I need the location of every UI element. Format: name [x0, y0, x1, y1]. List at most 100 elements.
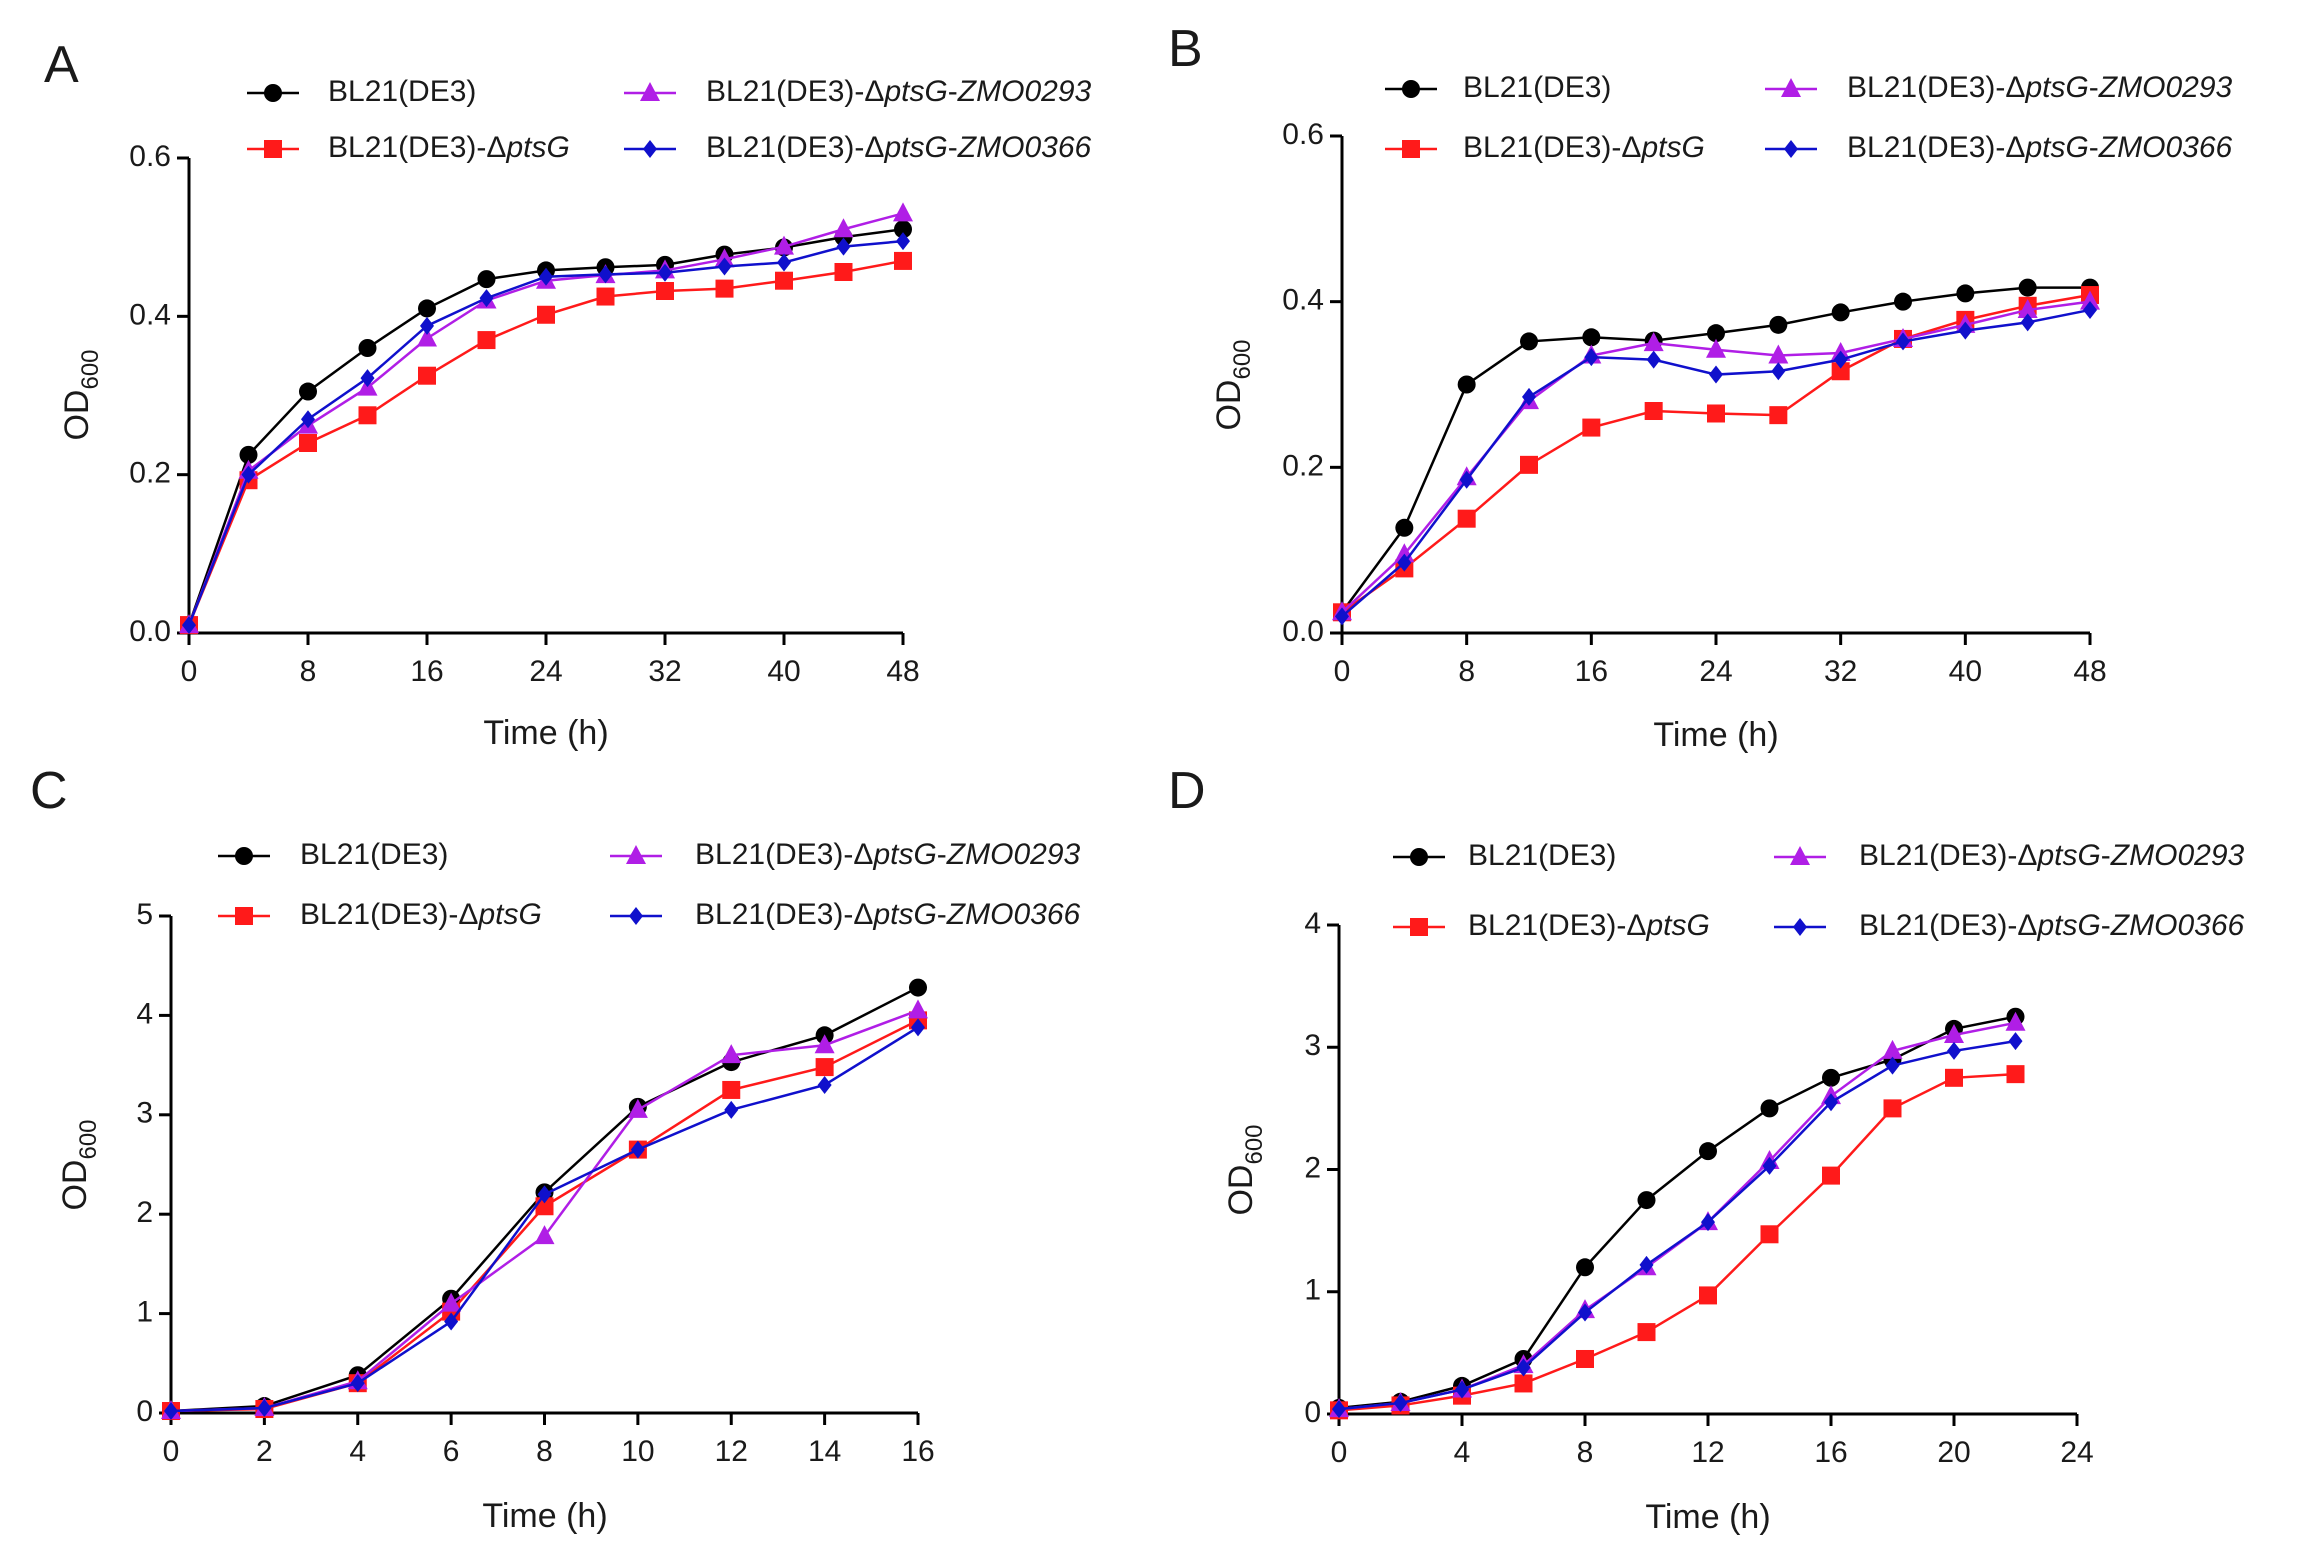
series-line [1338, 1015, 2016, 1410]
x-tick-label: 24 [2060, 1436, 2093, 1469]
legend-label: BL21(DE3) [1463, 71, 1611, 104]
data-point [2006, 1065, 2025, 1084]
legend-text-italic: ptsG [505, 131, 569, 164]
data-point [1520, 455, 1538, 474]
legend-text-italic: ptsG [2036, 839, 2100, 872]
x-tick-label: 12 [1691, 1436, 1724, 1469]
data-point [598, 265, 613, 284]
y-axis-label: OD600 [58, 349, 104, 440]
x-tick-label: 8 [1577, 1436, 1594, 1469]
x-tick-label: 48 [886, 655, 919, 688]
legend-marker [1410, 918, 1428, 936]
y-axis-label-main: OD [1222, 1165, 1260, 1216]
y-tick-label: 3 [136, 1097, 153, 1130]
data-point [1520, 332, 1538, 351]
data-point [1771, 362, 1786, 381]
data-point [1822, 1166, 1840, 1185]
data-point [1707, 404, 1725, 423]
data-point [2008, 1032, 2023, 1051]
legend-text-prefix: BL21(DE3)-Δ [695, 838, 873, 871]
y-tick-label: 0 [1304, 1396, 1321, 1429]
data-point [721, 1044, 742, 1064]
x-tick-label: 40 [767, 655, 800, 688]
y-axis-label-subscript: 600 [77, 349, 104, 389]
data-point [1582, 418, 1601, 437]
legend-text-prefix: BL21(DE3)-Δ [1859, 839, 2037, 872]
data-point [836, 237, 851, 256]
data-point [1637, 1323, 1656, 1342]
data-point [477, 331, 496, 350]
y-axis-label: OD600 [56, 1119, 102, 1210]
y-tick-label: 0.4 [129, 298, 171, 331]
legend-label: BL21(DE3)-ΔptsG [1468, 909, 1710, 942]
legend-text-italic: ptsG [883, 75, 947, 108]
y-tick-label: 0.4 [1282, 284, 1324, 317]
legend-marker [643, 140, 657, 158]
data-point [777, 253, 791, 272]
y-axis-label-subscript: 600 [75, 1119, 102, 1159]
legend-label: BL21(DE3)-ΔptsG [300, 898, 542, 931]
data-point [1455, 1380, 1469, 1399]
data-point [1760, 1225, 1779, 1244]
data-point [418, 299, 436, 318]
data-point [257, 1399, 272, 1418]
y-tick-label: 3 [1304, 1029, 1321, 1062]
data-point [299, 434, 317, 452]
data-point [1457, 375, 1476, 394]
legend-marker [629, 907, 643, 925]
data-point [241, 465, 256, 484]
data-point [1707, 324, 1725, 343]
data-point [1956, 284, 1975, 303]
legend-marker [626, 845, 646, 864]
y-tick-label: 0.0 [129, 615, 171, 648]
data-point [1576, 1258, 1594, 1277]
y-tick-label: 2 [136, 1196, 153, 1229]
data-point [2083, 300, 2097, 319]
data-point [2018, 278, 2037, 297]
series-line [170, 1026, 919, 1413]
data-point [2005, 1011, 2026, 1031]
data-point [1833, 350, 1848, 369]
panel-letter: A [44, 36, 79, 94]
panel-letter: B [1168, 20, 1203, 78]
legend-text-italic: ptsG [872, 898, 936, 931]
legend-text-italic: ptsG [883, 131, 947, 164]
x-tick-label: 16 [1575, 655, 1608, 688]
x-tick-label: 4 [1454, 1436, 1471, 1469]
data-point [1958, 321, 1973, 340]
x-tick-label: 40 [1949, 655, 1982, 688]
data-point [817, 1075, 832, 1094]
legend-marker [640, 82, 660, 101]
series-line [170, 1019, 919, 1413]
data-point [658, 263, 672, 282]
legend-marker [1784, 140, 1798, 158]
data-point [630, 1140, 645, 1159]
x-axis-label: Time (h) [1653, 716, 1778, 754]
data-point [1769, 315, 1788, 334]
y-tick-label: 0.6 [129, 140, 171, 173]
data-point [1945, 1068, 1963, 1087]
data-point [656, 282, 674, 300]
data-point [1646, 350, 1661, 369]
y-tick-label: 4 [1304, 907, 1321, 940]
data-point [717, 257, 732, 276]
legend-label: BL21(DE3) [300, 838, 448, 871]
data-point [1584, 348, 1599, 367]
data-point [775, 271, 793, 290]
x-tick-label: 2 [256, 1435, 273, 1468]
y-tick-label: 0 [136, 1395, 153, 1428]
series-1 [1330, 1065, 2025, 1420]
legend-text-italic: ptsG [872, 838, 936, 871]
data-point [1637, 1191, 1656, 1210]
data-point [1947, 1041, 1961, 1060]
data-point [358, 339, 377, 357]
y-axis-label-subscript: 600 [1241, 1124, 1268, 1164]
series-1 [180, 251, 912, 635]
legend-text-dash: - [2101, 839, 2111, 872]
legend-text-dash: - [948, 75, 958, 108]
legend-marker [1410, 848, 1428, 866]
data-point [537, 1185, 552, 1204]
series-line [1338, 1021, 2016, 1411]
x-tick-label: 14 [808, 1435, 841, 1468]
